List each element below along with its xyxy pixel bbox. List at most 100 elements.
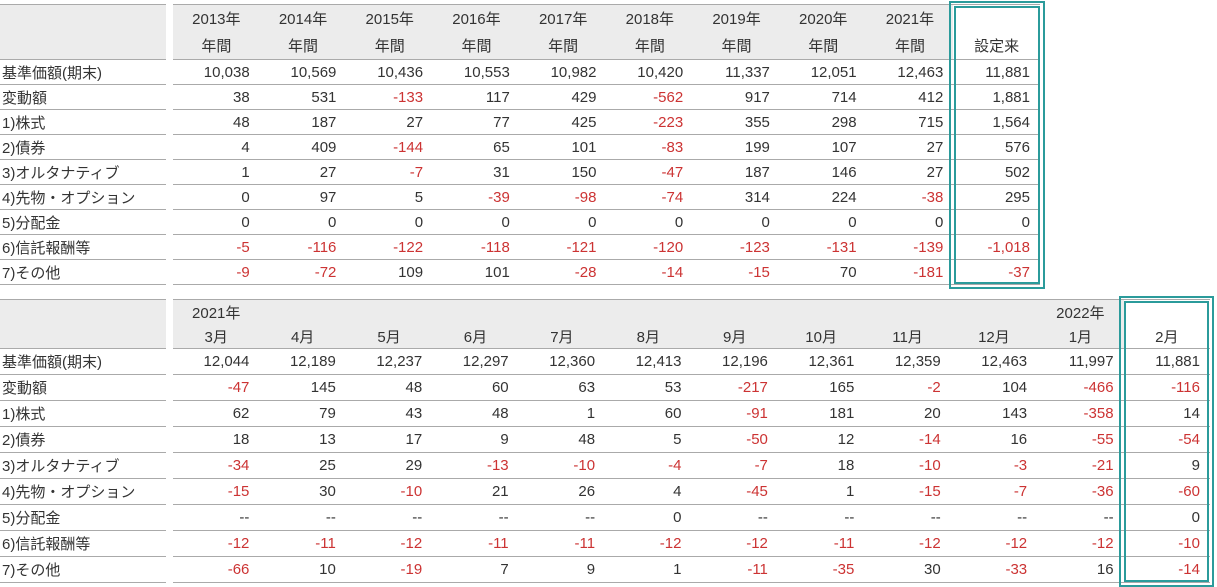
value-cell: -60 <box>1123 479 1210 505</box>
value-cell: 145 <box>259 375 346 401</box>
value-cell: -12 <box>1037 531 1124 557</box>
row-label: 2)債券 <box>0 427 166 453</box>
header-cell: 2019年 年間 <box>693 4 780 60</box>
value-cell: -34 <box>173 453 260 479</box>
column-spacer <box>166 453 173 479</box>
value-cell: -11 <box>691 557 778 583</box>
header-cell: 2017年 年間 <box>519 4 607 60</box>
value-cell: 25 <box>259 453 346 479</box>
value-cell: -7 <box>950 479 1038 505</box>
value-cell: -11 <box>518 531 606 557</box>
value-cell: 5 <box>346 185 434 210</box>
value-cell: -10 <box>864 453 951 479</box>
header-line2: 年間 <box>201 38 232 55</box>
value-cell: -- <box>518 505 606 531</box>
value-cell: -10 <box>518 453 606 479</box>
row-label: 2)債券 <box>0 135 166 160</box>
value-cell: -144 <box>346 135 434 160</box>
value-cell: 97 <box>259 185 347 210</box>
value-cell: -- <box>691 505 778 531</box>
value-cell: 0 <box>519 210 607 235</box>
value-cell: 0 <box>779 210 867 235</box>
value-cell: 1 <box>605 557 692 583</box>
row-label: 7)その他 <box>0 260 166 285</box>
header-line1 <box>1124 300 1210 324</box>
column-spacer <box>166 235 173 260</box>
header-line1 <box>691 300 777 324</box>
value-cell: -- <box>259 505 346 531</box>
header-line2: 2月 <box>1155 328 1179 346</box>
header-cell: 7月 <box>518 299 606 349</box>
value-cell: 11,337 <box>693 60 780 85</box>
header-cell: 2018年 年間 <box>606 4 694 60</box>
value-cell: -9 <box>173 260 260 285</box>
value-cell: -14 <box>1123 557 1210 583</box>
yearly-performance-table: 2013年 年間 2014年 年間 2015年 年間 2016年 年間 2017年 年間 2018年… <box>0 1 1045 289</box>
row-label: 5)分配金 <box>0 505 166 531</box>
value-cell: 12,189 <box>259 349 346 375</box>
value-cell: -- <box>864 505 951 531</box>
header-line1 <box>432 300 518 324</box>
value-cell: 29 <box>345 453 433 479</box>
header-line2: 年間 <box>808 38 839 55</box>
header-cell: 2015年 年間 <box>346 4 434 60</box>
value-cell: 1 <box>518 401 606 427</box>
row-label: 4)先物・オプション <box>0 479 166 505</box>
value-cell: -83 <box>606 135 694 160</box>
header-cell: 設定来 <box>953 4 1040 60</box>
value-cell: 1,881 <box>953 85 1040 110</box>
value-cell: -122 <box>346 235 434 260</box>
header-line2: 年間 <box>634 38 665 55</box>
header-line2: 12月 <box>978 328 1010 346</box>
value-cell: 5 <box>605 427 692 453</box>
value-cell: 295 <box>953 185 1040 210</box>
header-cell: 2016年 年間 <box>433 4 520 60</box>
value-cell: 48 <box>173 110 260 135</box>
value-cell: 53 <box>605 375 692 401</box>
value-cell: 70 <box>779 260 867 285</box>
value-cell: 10,982 <box>519 60 607 85</box>
row-label: 4)先物・オプション <box>0 185 166 210</box>
value-cell: 10,038 <box>173 60 260 85</box>
value-cell: 17 <box>345 427 433 453</box>
value-cell: -2 <box>864 375 951 401</box>
value-cell: 13 <box>259 427 346 453</box>
row-label: 1)株式 <box>0 110 166 135</box>
header-cell: 2014年 年間 <box>259 4 347 60</box>
value-cell: 0 <box>259 210 347 235</box>
value-cell: 60 <box>432 375 519 401</box>
column-spacer <box>166 531 173 557</box>
header-cell: 2020年 年間 <box>779 4 867 60</box>
value-cell: 16 <box>1037 557 1124 583</box>
corner-header-cell <box>0 4 166 60</box>
value-cell: 12 <box>777 427 865 453</box>
value-cell: -21 <box>1037 453 1124 479</box>
value-cell: 409 <box>259 135 347 160</box>
value-cell: -11 <box>777 531 865 557</box>
header-line2: 7月 <box>550 328 574 346</box>
row-label: 1)株式 <box>0 401 166 427</box>
value-cell: 60 <box>605 401 692 427</box>
value-cell: 9 <box>1123 453 1210 479</box>
value-cell: 298 <box>779 110 867 135</box>
value-cell: 12,463 <box>950 349 1038 375</box>
value-cell: 12,359 <box>864 349 951 375</box>
row-label: 6)信託報酬等 <box>0 531 166 557</box>
header-cell: 10月 <box>777 299 865 349</box>
value-cell: 12,237 <box>345 349 433 375</box>
value-cell: 4 <box>173 135 260 160</box>
header-line2: 5月 <box>377 328 401 346</box>
header-line1 <box>778 300 864 324</box>
value-cell: -10 <box>1123 531 1210 557</box>
value-cell: 12,463 <box>866 60 954 85</box>
row-label: 変動額 <box>0 85 166 110</box>
header-line2: 年間 <box>721 38 752 55</box>
value-cell: -37 <box>953 260 1040 285</box>
value-cell: 26 <box>518 479 606 505</box>
value-cell: -45 <box>691 479 778 505</box>
value-cell: 146 <box>779 160 867 185</box>
value-cell: 181 <box>777 401 865 427</box>
value-cell: 1,564 <box>953 110 1040 135</box>
value-cell: 0 <box>953 210 1040 235</box>
value-cell: 502 <box>953 160 1040 185</box>
